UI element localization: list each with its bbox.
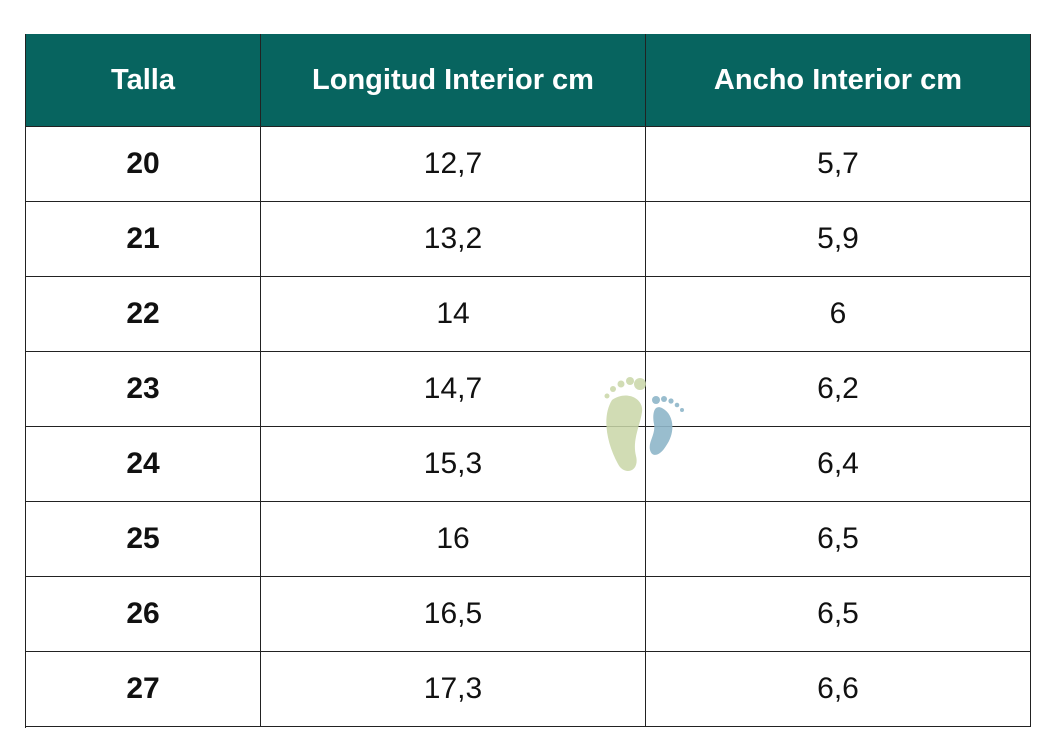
value-cell: 6,5 xyxy=(646,502,1031,577)
value-cell: 13,2 xyxy=(261,202,646,277)
value-cell: 6,4 xyxy=(646,427,1031,502)
value-cell: 6,6 xyxy=(646,652,1031,727)
value-cell: 6,5 xyxy=(646,577,1031,652)
value-cell: 5,9 xyxy=(646,202,1031,277)
header-cell: Talla xyxy=(25,34,261,127)
size-cell: 20 xyxy=(25,127,261,202)
value-cell: 12,7 xyxy=(261,127,646,202)
size-cell: 24 xyxy=(25,427,261,502)
value-cell: 6 xyxy=(646,277,1031,352)
value-cell: 5,7 xyxy=(646,127,1031,202)
value-cell: 17,3 xyxy=(261,652,646,727)
value-cell: 15,3 xyxy=(261,427,646,502)
size-cell: 26 xyxy=(25,577,261,652)
size-cell: 22 xyxy=(25,277,261,352)
value-cell: 14 xyxy=(261,277,646,352)
size-cell: 25 xyxy=(25,502,261,577)
value-cell: 6,2 xyxy=(646,352,1031,427)
size-cell: 23 xyxy=(25,352,261,427)
size-cell: 21 xyxy=(25,202,261,277)
value-cell: 16,5 xyxy=(261,577,646,652)
value-cell: 14,7 xyxy=(261,352,646,427)
header-cell: Ancho Interior cm xyxy=(646,34,1031,127)
value-cell: 16 xyxy=(261,502,646,577)
header-cell: Longitud Interior cm xyxy=(261,34,646,127)
size-cell: 27 xyxy=(25,652,261,727)
